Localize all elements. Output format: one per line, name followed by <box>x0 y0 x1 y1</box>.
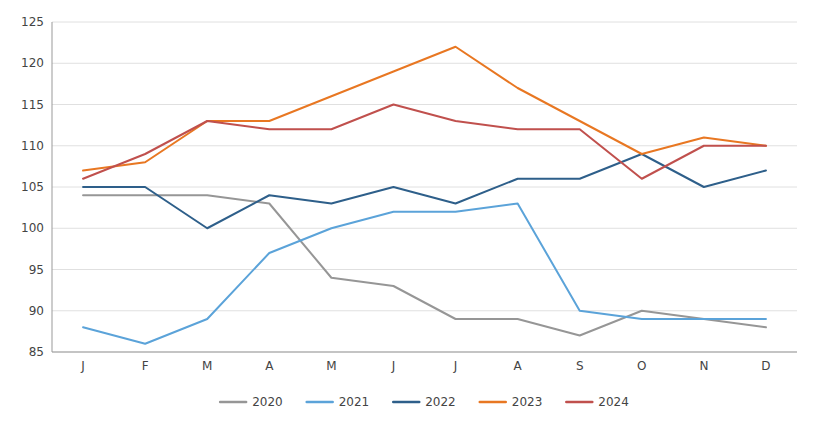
y-tick-label: 85 <box>29 345 44 359</box>
legend: 2020 2021 2022 2023 2024 <box>220 395 629 409</box>
x-tick-label: J <box>80 359 85 373</box>
y-tick-label: 105 <box>21 180 44 194</box>
legend-swatch <box>480 401 506 404</box>
lines <box>83 47 766 344</box>
y-tick-label: 120 <box>21 56 44 70</box>
series-line <box>83 204 766 344</box>
legend-label: 2022 <box>425 395 456 409</box>
x-tick-label: J <box>453 359 458 373</box>
y-tick-label: 90 <box>29 304 44 318</box>
legend-label: 2024 <box>598 395 629 409</box>
series-line <box>83 105 766 179</box>
x-tick-label: A <box>265 359 274 373</box>
series-line <box>83 154 766 228</box>
grid-line <box>52 63 797 64</box>
grid-line <box>52 22 797 23</box>
y-tick-label: 95 <box>29 263 44 277</box>
x-tick-label: N <box>699 359 708 373</box>
y-axis-line <box>52 22 53 352</box>
x-tick-label: F <box>142 359 149 373</box>
grid <box>52 22 797 352</box>
x-axis-line <box>52 352 797 353</box>
chart: 85 90 95 100 105 110 115 120 125 J F M A M J J A S O N D 2020… <box>0 0 819 430</box>
y-tick-label: 100 <box>21 221 44 235</box>
grid-line <box>52 104 797 105</box>
legend-swatch <box>566 401 592 404</box>
x-tick-label: S <box>576 359 584 373</box>
y-tick-label: 115 <box>21 98 44 112</box>
legend-label: 2021 <box>339 395 370 409</box>
x-tick-label: J <box>391 359 396 373</box>
legend-label: 2020 <box>252 395 283 409</box>
legend-label: 2023 <box>512 395 543 409</box>
series-line <box>83 47 766 171</box>
grid-line <box>52 269 797 270</box>
x-tick-label: A <box>514 359 523 373</box>
series-line <box>83 195 766 335</box>
legend-swatch <box>220 401 246 404</box>
y-tick-label: 125 <box>21 15 44 29</box>
grid-line <box>52 352 797 353</box>
grid-line <box>52 228 797 229</box>
chart-container: 85 90 95 100 105 110 115 120 125 J F M A M J J A S O N D 2020… <box>0 0 819 430</box>
grid-line <box>52 310 797 311</box>
x-tick-label: M <box>326 359 336 373</box>
grid-line <box>52 187 797 188</box>
y-tick-label: 110 <box>21 139 44 153</box>
x-tick-label: D <box>761 359 770 373</box>
x-tick-label: O <box>637 359 646 373</box>
x-tick-label: M <box>202 359 212 373</box>
grid-line <box>52 145 797 146</box>
legend-swatch <box>393 401 419 404</box>
legend-swatch <box>307 401 333 404</box>
